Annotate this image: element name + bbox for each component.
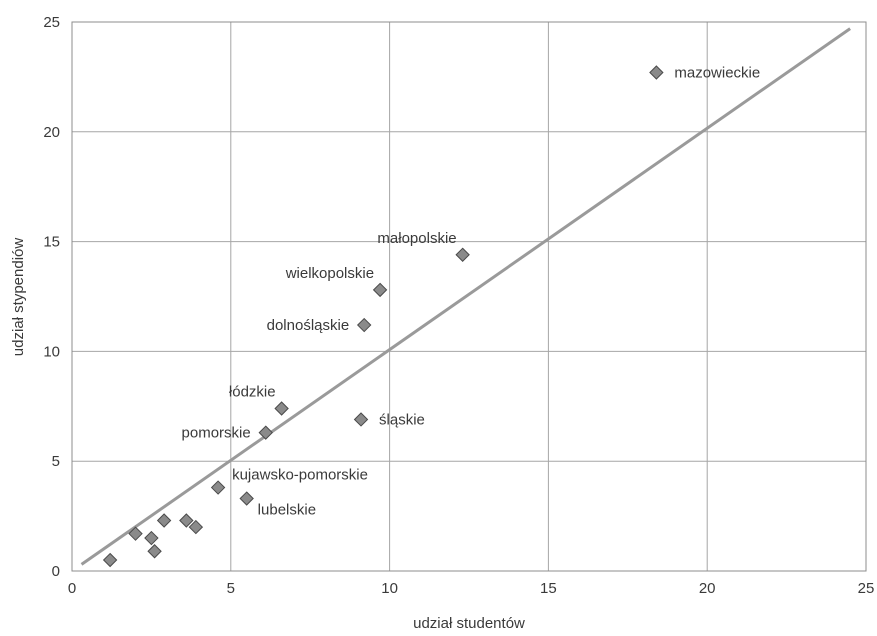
y-tick-label: 20 bbox=[43, 124, 60, 141]
data-point bbox=[210, 480, 226, 495]
x-tick-label: 10 bbox=[381, 580, 398, 597]
x-tick-label: 25 bbox=[858, 580, 875, 597]
point-label: pomorskie bbox=[182, 425, 251, 442]
data-point bbox=[372, 282, 388, 298]
y-tick-label: 0 bbox=[52, 563, 60, 580]
data-point bbox=[179, 513, 194, 528]
point-label: małopolskie bbox=[377, 230, 456, 247]
plot-border bbox=[71, 21, 867, 572]
data-point bbox=[274, 401, 289, 416]
y-axis-ticks: 0 5 10 15 20 25 bbox=[43, 14, 60, 580]
data-point bbox=[144, 530, 159, 546]
data-point bbox=[147, 544, 162, 559]
data-point bbox=[188, 519, 204, 535]
data-point bbox=[239, 491, 254, 506]
point-label: śląskie bbox=[379, 411, 425, 428]
trend-line bbox=[80, 27, 851, 566]
point-label: dolnośląskie bbox=[267, 317, 350, 334]
data-point bbox=[102, 552, 118, 568]
x-tick-label: 20 bbox=[699, 580, 716, 597]
data-point bbox=[649, 65, 664, 80]
y-tick-label: 5 bbox=[52, 453, 60, 470]
y-tick-label: 25 bbox=[43, 14, 60, 31]
y-tick-label: 15 bbox=[43, 234, 60, 251]
x-tick-label: 0 bbox=[68, 580, 76, 597]
data-point bbox=[455, 247, 470, 262]
trend-line-group bbox=[80, 27, 851, 566]
data-point bbox=[128, 526, 143, 541]
y-axis-title: udział stypendiów bbox=[10, 238, 27, 357]
data-point bbox=[353, 412, 369, 427]
grid bbox=[71, 21, 867, 572]
point-label: lubelskie bbox=[258, 502, 316, 519]
y-tick-label: 10 bbox=[43, 343, 60, 360]
point-label: łódzkie bbox=[229, 383, 276, 400]
x-axis-title: udział studentów bbox=[413, 615, 525, 632]
data-point bbox=[356, 317, 372, 333]
data-point bbox=[258, 425, 273, 440]
point-label: mazowieckie bbox=[674, 65, 760, 82]
x-tick-label: 15 bbox=[540, 580, 557, 597]
data-point bbox=[156, 513, 172, 528]
x-tick-label: 5 bbox=[227, 580, 235, 597]
point-labels: mazowieckie małopolskie wielkopolskie dolno… bbox=[182, 65, 761, 519]
x-axis-ticks: 0 5 10 15 20 25 bbox=[68, 580, 875, 597]
point-label: wielkopolskie bbox=[285, 265, 374, 282]
data-points bbox=[102, 65, 664, 568]
point-label: kujawsko-pomorskie bbox=[232, 467, 368, 484]
